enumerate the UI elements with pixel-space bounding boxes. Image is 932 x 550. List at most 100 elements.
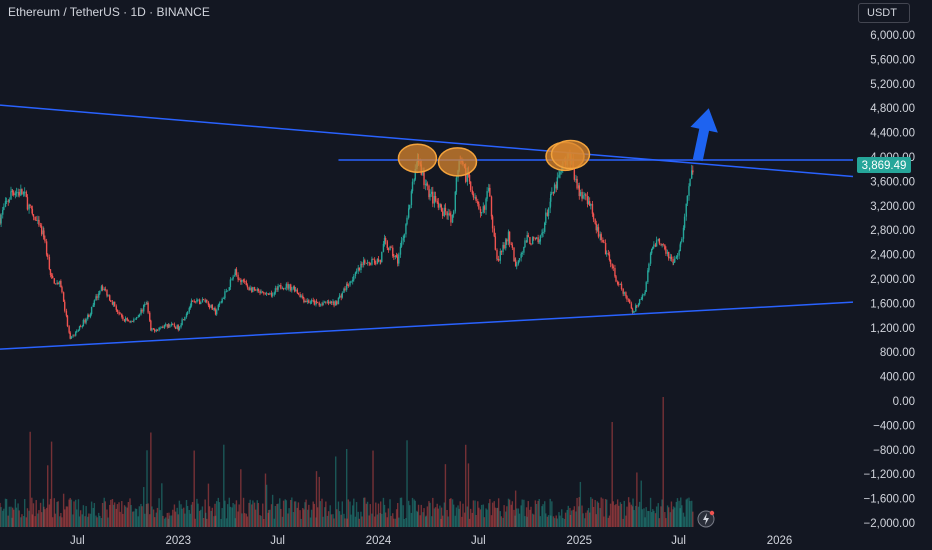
volume-bar bbox=[626, 506, 628, 527]
volume-bar bbox=[168, 512, 170, 527]
candle-body bbox=[240, 279, 242, 283]
candle-body bbox=[82, 319, 85, 327]
candle-body bbox=[189, 305, 192, 308]
candle-body bbox=[652, 246, 654, 249]
volume-bar bbox=[249, 499, 251, 527]
candle-body bbox=[472, 193, 475, 198]
volume-bar bbox=[85, 506, 87, 527]
candle-body bbox=[654, 244, 657, 247]
volume-bar bbox=[226, 504, 229, 527]
currency-button[interactable]: USDT bbox=[858, 3, 910, 23]
volume-bar bbox=[366, 501, 369, 527]
candle-body bbox=[478, 203, 480, 209]
candle-body bbox=[220, 302, 222, 304]
volume-bar bbox=[527, 501, 529, 527]
candle-body bbox=[349, 281, 351, 286]
candle-body bbox=[65, 310, 68, 316]
candle-body bbox=[152, 328, 155, 330]
volume-bar bbox=[164, 517, 167, 527]
candle-body bbox=[344, 288, 346, 290]
trendline[interactable] bbox=[0, 104, 854, 178]
volume-bar bbox=[441, 515, 444, 527]
volume-bar bbox=[253, 502, 256, 527]
volume-bar bbox=[420, 504, 422, 527]
candle-body bbox=[549, 201, 551, 209]
candle-body bbox=[25, 191, 28, 198]
volume-bar bbox=[276, 503, 278, 527]
volume-bar bbox=[53, 498, 56, 527]
candle-body bbox=[603, 242, 605, 243]
candle-body bbox=[265, 293, 268, 295]
candle-body bbox=[270, 293, 273, 296]
candle-body bbox=[132, 320, 134, 322]
candle-body bbox=[333, 301, 335, 306]
volume-bar bbox=[591, 498, 594, 527]
volume-bar bbox=[511, 501, 514, 527]
volume-bar bbox=[60, 513, 62, 527]
volume-bar bbox=[547, 515, 550, 527]
candle-body bbox=[90, 306, 93, 315]
volume-bar bbox=[611, 422, 613, 527]
candle-body bbox=[587, 201, 590, 204]
candle-body bbox=[119, 313, 121, 315]
volume-bar bbox=[563, 518, 566, 527]
highlight-circle[interactable] bbox=[397, 143, 438, 173]
candle-body bbox=[365, 262, 368, 264]
candle-body bbox=[62, 292, 65, 302]
candle-body bbox=[96, 296, 98, 298]
volume-bar bbox=[290, 499, 292, 527]
candle-body bbox=[513, 247, 515, 262]
volume-bar bbox=[111, 499, 114, 527]
candle-body bbox=[346, 284, 348, 286]
candle-body bbox=[54, 283, 57, 285]
candle-body bbox=[436, 200, 438, 203]
candle-body bbox=[644, 291, 646, 295]
volume-bar bbox=[465, 444, 467, 527]
volume-bar bbox=[87, 516, 89, 527]
highlight-circle[interactable] bbox=[550, 139, 591, 170]
candle-body bbox=[158, 327, 160, 331]
candle-body bbox=[364, 260, 366, 263]
volume-bar bbox=[180, 504, 182, 527]
candle-body bbox=[34, 216, 36, 221]
volume-bar bbox=[302, 508, 304, 527]
breakout-arrow[interactable] bbox=[690, 108, 718, 162]
volume-bar bbox=[109, 504, 111, 527]
volume-bar bbox=[637, 506, 640, 527]
candle-body bbox=[366, 262, 369, 264]
trendline[interactable] bbox=[0, 301, 854, 350]
highlight-circle[interactable] bbox=[437, 147, 478, 177]
candle-body bbox=[372, 258, 374, 260]
volume-bar bbox=[50, 441, 53, 527]
volume-bar bbox=[349, 501, 351, 527]
candle-body bbox=[127, 320, 130, 322]
candle-body bbox=[300, 295, 302, 298]
volume-bar bbox=[221, 508, 223, 527]
volume-bar bbox=[667, 507, 670, 527]
candle-body bbox=[78, 326, 81, 330]
volume-bar bbox=[350, 514, 352, 527]
volume-bar bbox=[232, 503, 234, 527]
volume-bar bbox=[155, 512, 158, 527]
candle-body bbox=[61, 287, 63, 293]
candle-body bbox=[618, 284, 620, 285]
volume-bar bbox=[204, 499, 206, 527]
candle-body bbox=[602, 240, 604, 243]
candle-body bbox=[672, 262, 675, 264]
candle-body bbox=[559, 171, 561, 175]
candle-body bbox=[573, 167, 576, 180]
volume-bar bbox=[315, 517, 317, 527]
candle-body bbox=[403, 234, 405, 239]
volume-bar bbox=[159, 510, 161, 527]
volume-bar bbox=[124, 506, 127, 527]
candle-body bbox=[383, 238, 386, 244]
volume-bar bbox=[447, 516, 449, 527]
candle-body bbox=[689, 178, 691, 187]
candle-body bbox=[53, 278, 56, 284]
candle-body bbox=[288, 284, 290, 289]
volume-bar bbox=[409, 505, 411, 527]
symbol-title[interactable]: Ethereum / TetherUS · 1D · BINANCE bbox=[8, 5, 210, 19]
volume-bar bbox=[303, 509, 305, 527]
